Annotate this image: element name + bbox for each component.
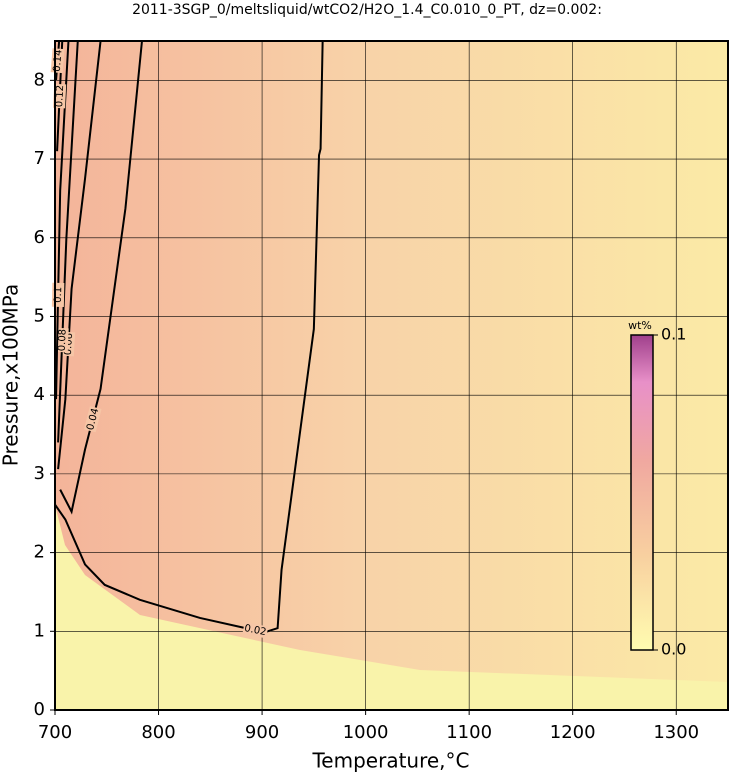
colorbar xyxy=(630,334,654,651)
y-tick-label: 7 xyxy=(34,148,45,169)
contour-label: 0.14 xyxy=(52,49,65,72)
colorbar-tick-label: 0.0 xyxy=(661,640,686,659)
x-tick-label: 900 xyxy=(245,722,279,743)
y-axis-label: Pressure,x100MPa xyxy=(0,284,23,466)
contour-label: 0.02 xyxy=(243,623,267,638)
x-tick-label: 1000 xyxy=(343,722,389,743)
contour-label-bg xyxy=(55,327,69,353)
chart-title: 2011-3SGP_0/meltsliquid/wtCO2/H2O_1.4_C0… xyxy=(132,2,602,18)
y-tick-label: 1 xyxy=(34,620,45,641)
x-tick-label: 700 xyxy=(38,722,72,743)
y-tick-label: 4 xyxy=(34,384,45,405)
grid xyxy=(54,41,728,711)
contour-label: 0.12 xyxy=(54,85,66,108)
contour-label-bg xyxy=(53,83,67,109)
y-tick-label: 2 xyxy=(34,542,45,563)
plot-frame xyxy=(54,40,729,711)
contours: 0.020.040.060.080.10.120.14 xyxy=(50,40,324,639)
y-tick-label: 3 xyxy=(34,463,45,484)
contour-line xyxy=(57,40,102,470)
colorbar-tick-label: 0.1 xyxy=(661,325,686,344)
contour-line xyxy=(57,40,79,443)
colorbar-label: wt% xyxy=(628,319,652,332)
contour-label-bg xyxy=(84,406,102,433)
y-tick-label: 6 xyxy=(34,227,45,248)
low-region xyxy=(55,505,728,710)
plot-background xyxy=(55,41,728,710)
x-tick-label: 800 xyxy=(141,722,175,743)
y-tick-label: 0 xyxy=(34,699,45,720)
y-tick-label: 8 xyxy=(34,69,45,90)
x-tick-label: 1100 xyxy=(446,722,492,743)
y-tick-label: 5 xyxy=(34,305,45,326)
contour-label: 0.04 xyxy=(85,407,101,431)
contour-label: 0.1 xyxy=(53,287,64,303)
contour-label: 0.08 xyxy=(57,329,69,352)
x-tick-label: 1300 xyxy=(653,722,699,743)
x-axis-label: Temperature,°C xyxy=(311,749,469,773)
contour-label-bg xyxy=(242,621,269,639)
x-tick-label: 1200 xyxy=(550,722,596,743)
